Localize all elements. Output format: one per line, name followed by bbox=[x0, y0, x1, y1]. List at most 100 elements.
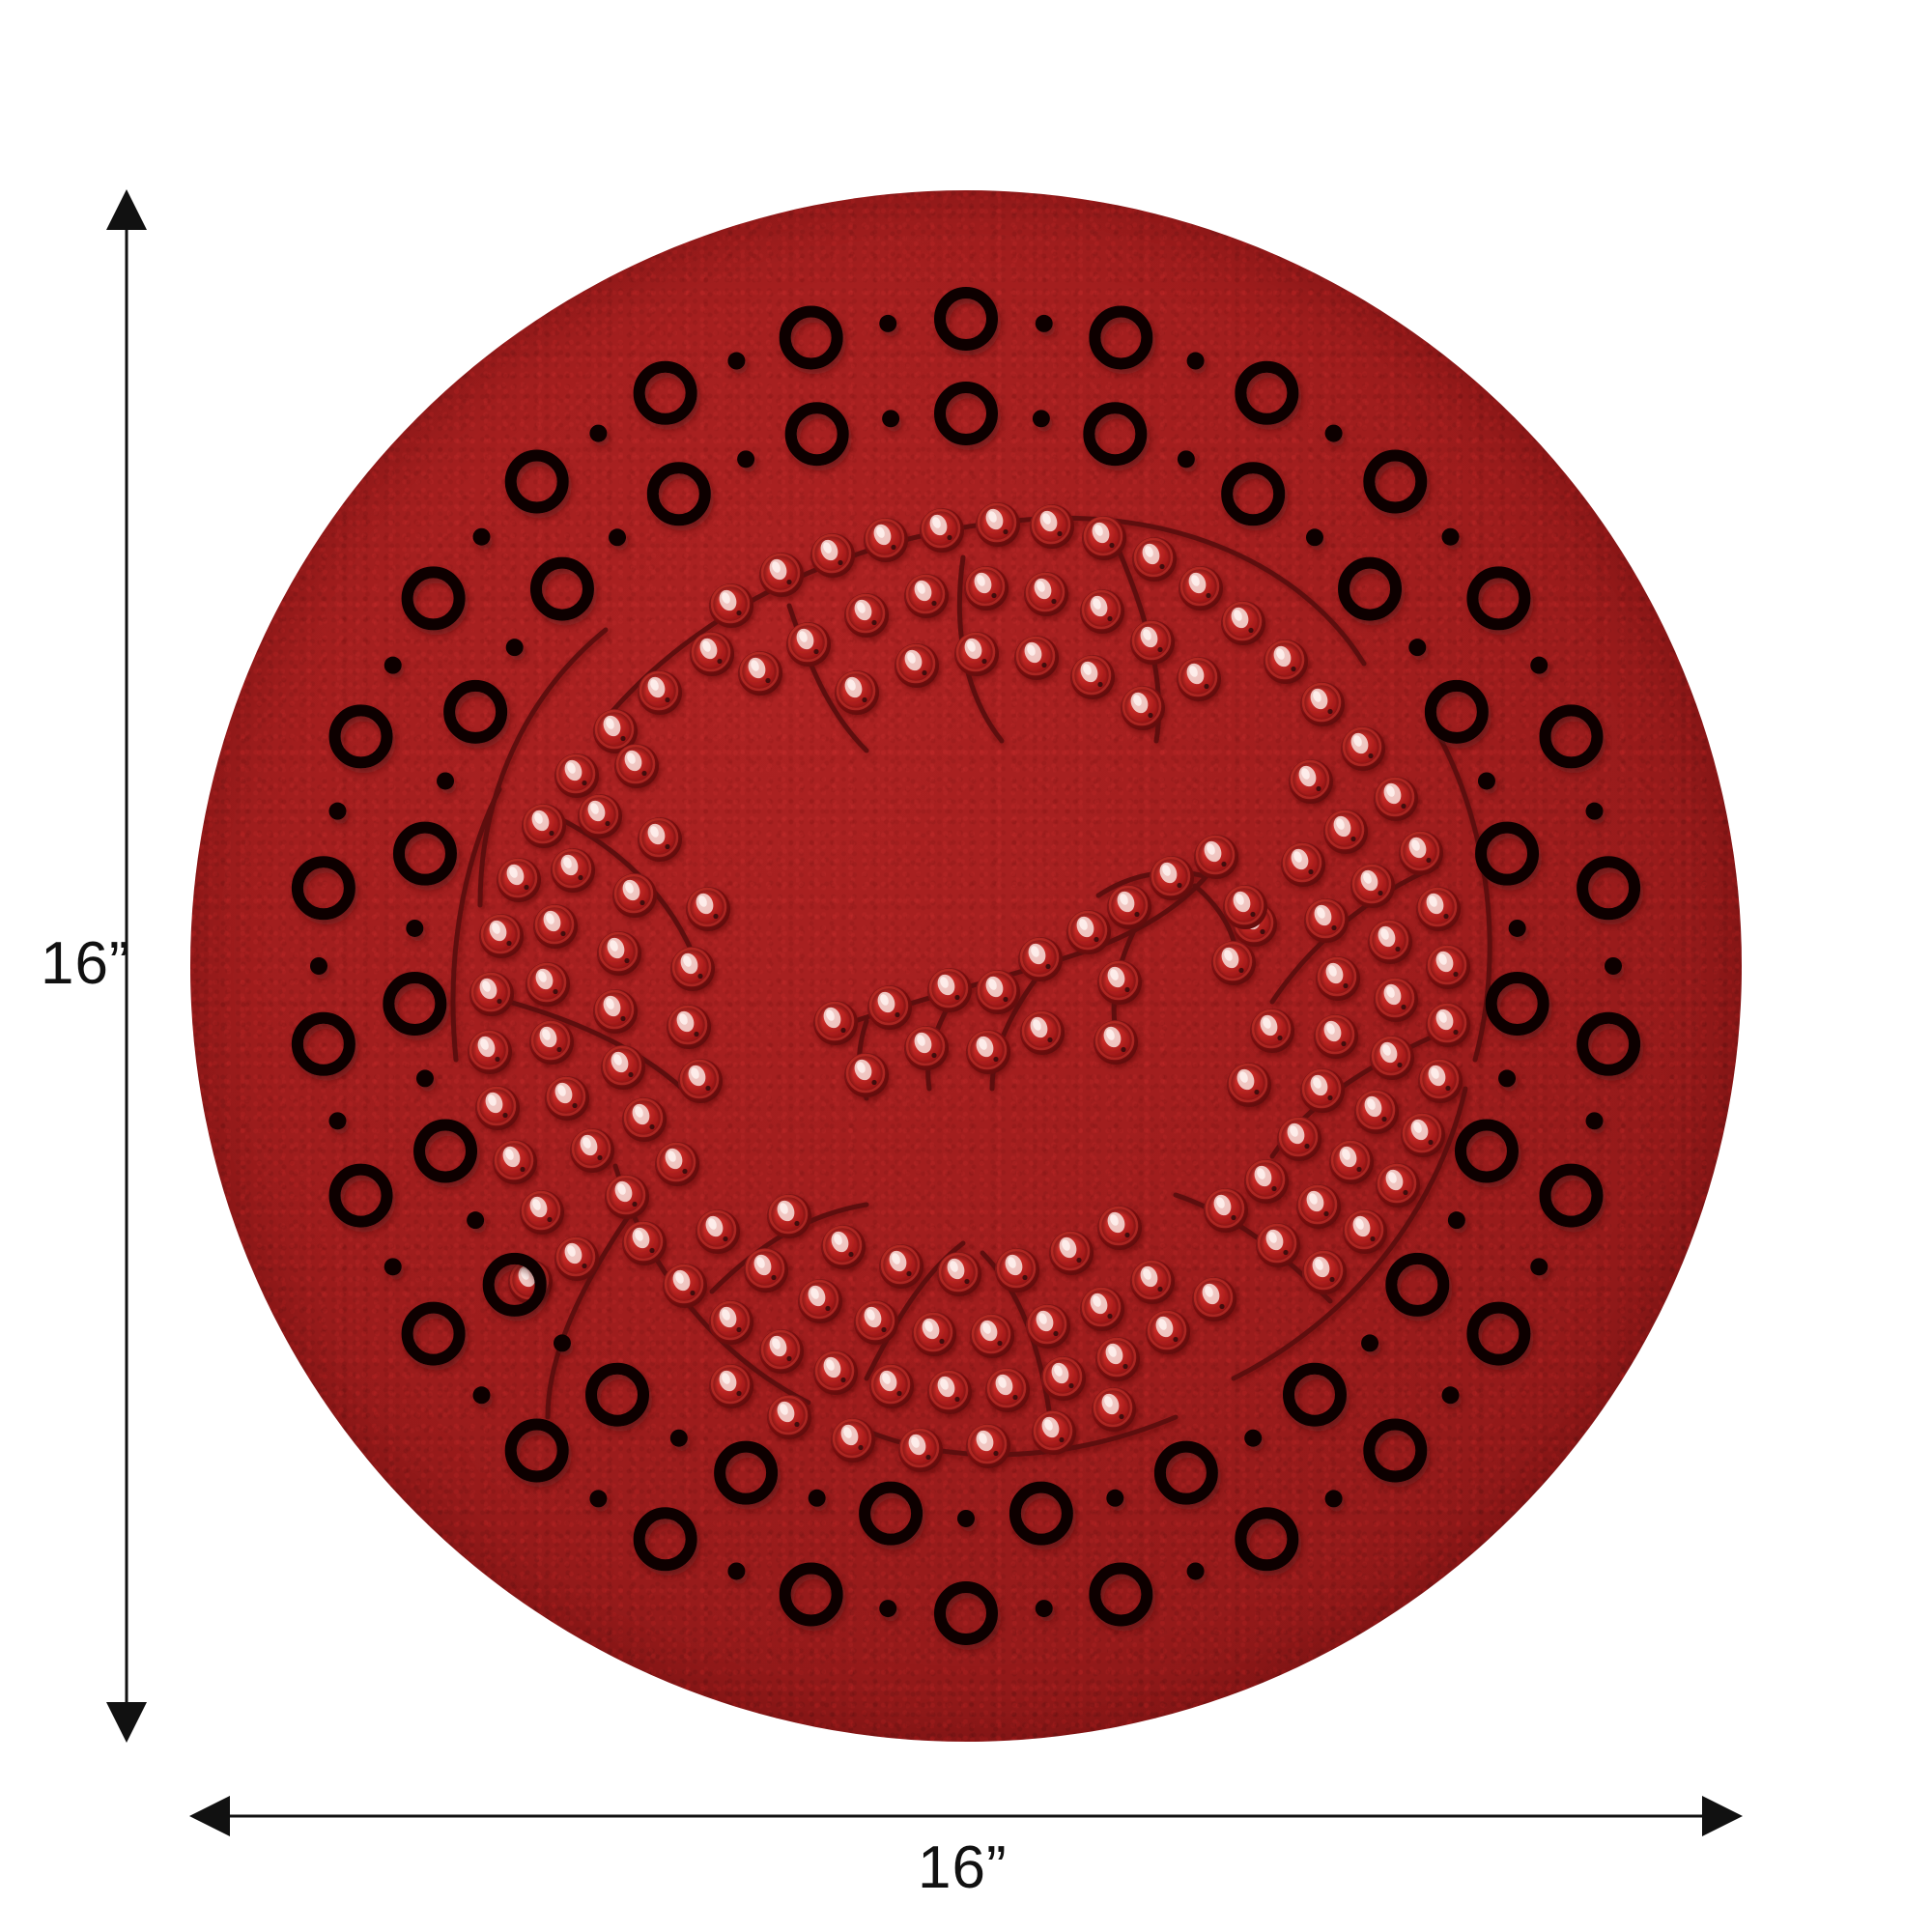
bead-ring-large bbox=[392, 821, 457, 886]
bead-ring-large bbox=[779, 305, 843, 370]
bead-ring-large bbox=[1009, 1481, 1073, 1546]
bead-dot-small bbox=[505, 639, 524, 657]
bead-ring-large bbox=[1475, 821, 1540, 886]
bead-dot-small bbox=[384, 1258, 402, 1276]
bead-ring-large bbox=[1466, 1301, 1531, 1366]
bead-dot-small bbox=[406, 919, 424, 937]
bead-ring-large bbox=[934, 1581, 998, 1645]
bead-ring-large bbox=[1539, 704, 1604, 769]
height-dimension-label: 16” bbox=[41, 930, 130, 997]
bead-ring-large bbox=[504, 1418, 569, 1483]
bead-dot-small bbox=[467, 1211, 485, 1230]
bead-dot-small bbox=[328, 1112, 347, 1130]
berry-sprig-wreath bbox=[450, 500, 1492, 1474]
bead-dot-small bbox=[808, 1489, 826, 1507]
bead-ring-large bbox=[934, 287, 998, 351]
bead-dot-small bbox=[384, 656, 402, 674]
bead-dot-small bbox=[1177, 450, 1195, 469]
bead-ring-large bbox=[1424, 679, 1489, 744]
placemat-artwork bbox=[291, 287, 1641, 1645]
bead-dot-small bbox=[737, 450, 755, 469]
bead-ring-large bbox=[328, 704, 393, 769]
bead-dot-small bbox=[589, 1490, 608, 1508]
bead-ring-large bbox=[1363, 449, 1428, 514]
bead-dot-small bbox=[472, 1386, 491, 1405]
bead-dot-small bbox=[1441, 527, 1460, 546]
beaded-circle-border-inner bbox=[383, 382, 1549, 1546]
bead-ring-large bbox=[482, 1252, 547, 1317]
bead-ring-large bbox=[1338, 556, 1403, 621]
bead-dot-small bbox=[415, 1069, 434, 1088]
bead-dot-small bbox=[1361, 1334, 1379, 1352]
bead-dot-small bbox=[1530, 1258, 1548, 1276]
bead-ring-large bbox=[633, 1507, 697, 1572]
bead-ring-large bbox=[1221, 462, 1286, 526]
bead-ring-large bbox=[1485, 972, 1549, 1037]
bead-ring-large bbox=[1235, 1507, 1299, 1572]
bead-ring-large bbox=[934, 382, 998, 445]
round-placemat bbox=[190, 190, 1742, 1742]
bead-ring-large bbox=[1282, 1362, 1347, 1427]
bead-dot-small bbox=[1477, 772, 1495, 790]
bead-dot-small bbox=[1498, 1069, 1517, 1088]
bead-dot-small bbox=[1305, 528, 1323, 547]
bead-ring-large bbox=[859, 1481, 923, 1546]
bead-dot-small bbox=[1324, 1490, 1343, 1508]
bead-dot-small bbox=[472, 527, 491, 546]
bead-dot-small bbox=[1530, 656, 1548, 674]
bead-ring-large bbox=[1089, 1562, 1153, 1627]
width-dimension-label: 16” bbox=[918, 1834, 1008, 1901]
bead-dot-small bbox=[879, 314, 897, 332]
bead-ring-large bbox=[413, 1119, 478, 1183]
bead-dot-small bbox=[1244, 1429, 1263, 1447]
bead-ring-large bbox=[291, 856, 355, 921]
bead-ring-large bbox=[779, 1562, 843, 1627]
bead-ring-large bbox=[633, 360, 697, 425]
bead-dot-small bbox=[1186, 352, 1205, 370]
bead-dot-small bbox=[1186, 1562, 1205, 1580]
bead-ring-large bbox=[1539, 1163, 1604, 1228]
bead-ring-large bbox=[291, 1011, 355, 1076]
bead-ring-large bbox=[1363, 1418, 1428, 1483]
bead-ring-large bbox=[1153, 1440, 1218, 1505]
bead-ring-large bbox=[443, 679, 508, 744]
bead-ring-large bbox=[529, 556, 594, 621]
bead-dot-small bbox=[1605, 957, 1622, 975]
bead-dot-small bbox=[957, 1510, 975, 1527]
bead-dot-small bbox=[1508, 919, 1526, 937]
bead-dot-small bbox=[727, 352, 746, 370]
bead-dot-small bbox=[882, 410, 900, 428]
bead-ring-large bbox=[328, 1163, 393, 1228]
bead-ring-large bbox=[1577, 856, 1641, 921]
bead-ring-large bbox=[1454, 1119, 1519, 1183]
bead-dot-small bbox=[609, 528, 627, 547]
bead-ring-large bbox=[1385, 1252, 1450, 1317]
bead-dot-small bbox=[310, 957, 327, 975]
bead-dot-small bbox=[437, 772, 455, 790]
bead-ring-large bbox=[646, 462, 711, 526]
beaded-circle-border-outer bbox=[291, 287, 1641, 1645]
bead-dot-small bbox=[1035, 1600, 1053, 1618]
bead-ring-large bbox=[1466, 566, 1531, 631]
bead-ring-large bbox=[1083, 402, 1148, 467]
bead-dot-small bbox=[1035, 314, 1053, 332]
bead-dot-small bbox=[328, 802, 347, 820]
bead-dot-small bbox=[879, 1600, 897, 1618]
bead-dot-small bbox=[1032, 410, 1050, 428]
bead-ring-large bbox=[714, 1440, 779, 1505]
bead-dot-small bbox=[1106, 1489, 1124, 1507]
bead-ring-large bbox=[401, 566, 466, 631]
bead-dot-small bbox=[589, 424, 608, 442]
bead-dot-small bbox=[553, 1334, 571, 1352]
bead-ring-large bbox=[1577, 1011, 1641, 1076]
bead-ring-large bbox=[401, 1301, 466, 1366]
bead-dot-small bbox=[727, 1562, 746, 1580]
bead-dot-small bbox=[1324, 424, 1343, 442]
bead-ring-large bbox=[504, 449, 569, 514]
leather-grain-texture bbox=[190, 190, 1742, 1742]
bead-dot-small bbox=[1585, 1112, 1604, 1130]
bead-dot-small bbox=[1447, 1211, 1465, 1230]
bead-dot-small bbox=[1408, 639, 1427, 657]
bead-ring-large bbox=[784, 402, 849, 467]
